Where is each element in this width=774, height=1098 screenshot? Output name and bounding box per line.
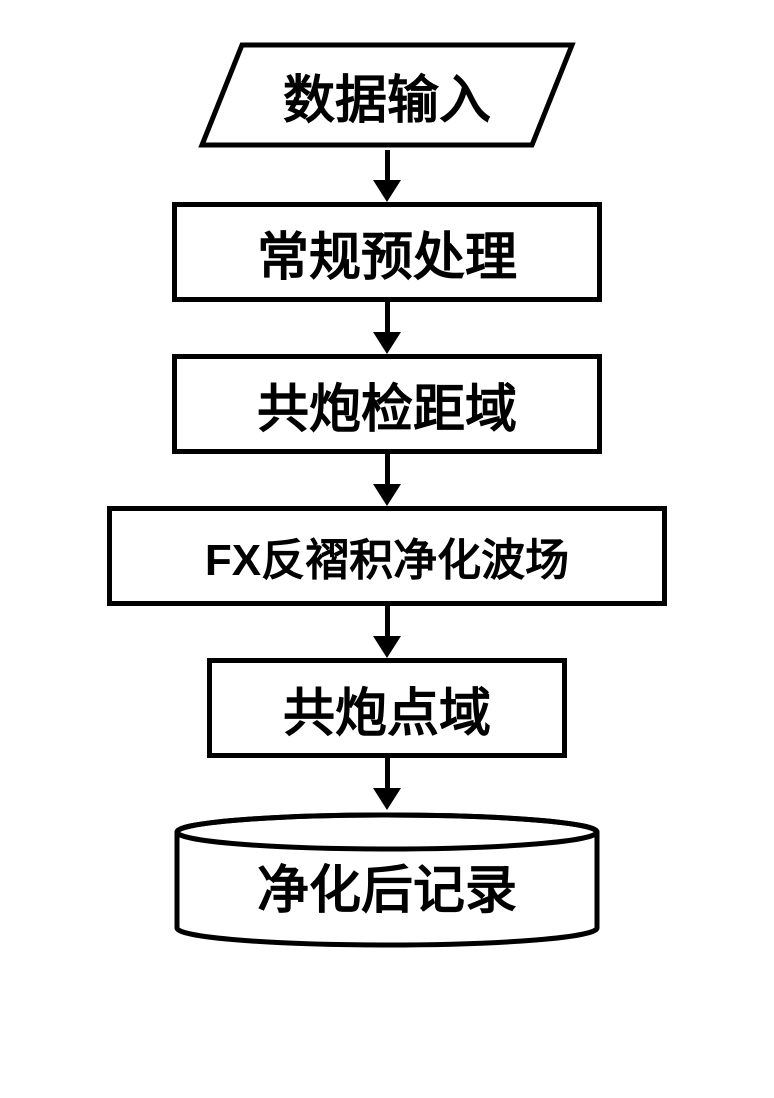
flowchart-container: 数据输入 常规预处理 共炮检距域 FX反褶积净化波场 共炮点域	[107, 40, 667, 950]
node-common-shot-offset: 共炮检距域	[172, 354, 602, 454]
arrow-2	[373, 302, 401, 354]
node-input-label: 数据输入	[283, 58, 491, 133]
arrow-line	[385, 150, 390, 180]
node-common-shot-point-label: 共炮点域	[283, 671, 491, 746]
arrow-1	[373, 150, 401, 202]
arrow-3	[373, 454, 401, 506]
arrow-head-icon	[373, 180, 401, 202]
node-fx-deconv: FX反褶积净化波场	[107, 506, 667, 606]
arrow-line	[385, 302, 390, 332]
arrow-5	[373, 758, 401, 810]
arrow-4	[373, 606, 401, 658]
arrow-line	[385, 606, 390, 636]
node-input: 数据输入	[197, 40, 577, 150]
node-common-shot-point: 共炮点域	[207, 658, 567, 758]
arrow-head-icon	[373, 332, 401, 354]
arrow-head-icon	[373, 788, 401, 810]
node-output: 净化后记录	[172, 810, 602, 950]
node-fx-deconv-label: FX反褶积净化波场	[205, 524, 569, 588]
node-output-label: 净化后记录	[257, 848, 517, 923]
node-preprocess: 常规预处理	[172, 202, 602, 302]
arrow-head-icon	[373, 484, 401, 506]
node-preprocess-label: 常规预处理	[257, 215, 517, 290]
arrow-line	[385, 758, 390, 788]
arrow-line	[385, 454, 390, 484]
arrow-head-icon	[373, 636, 401, 658]
node-common-shot-offset-label: 共炮检距域	[257, 367, 517, 442]
